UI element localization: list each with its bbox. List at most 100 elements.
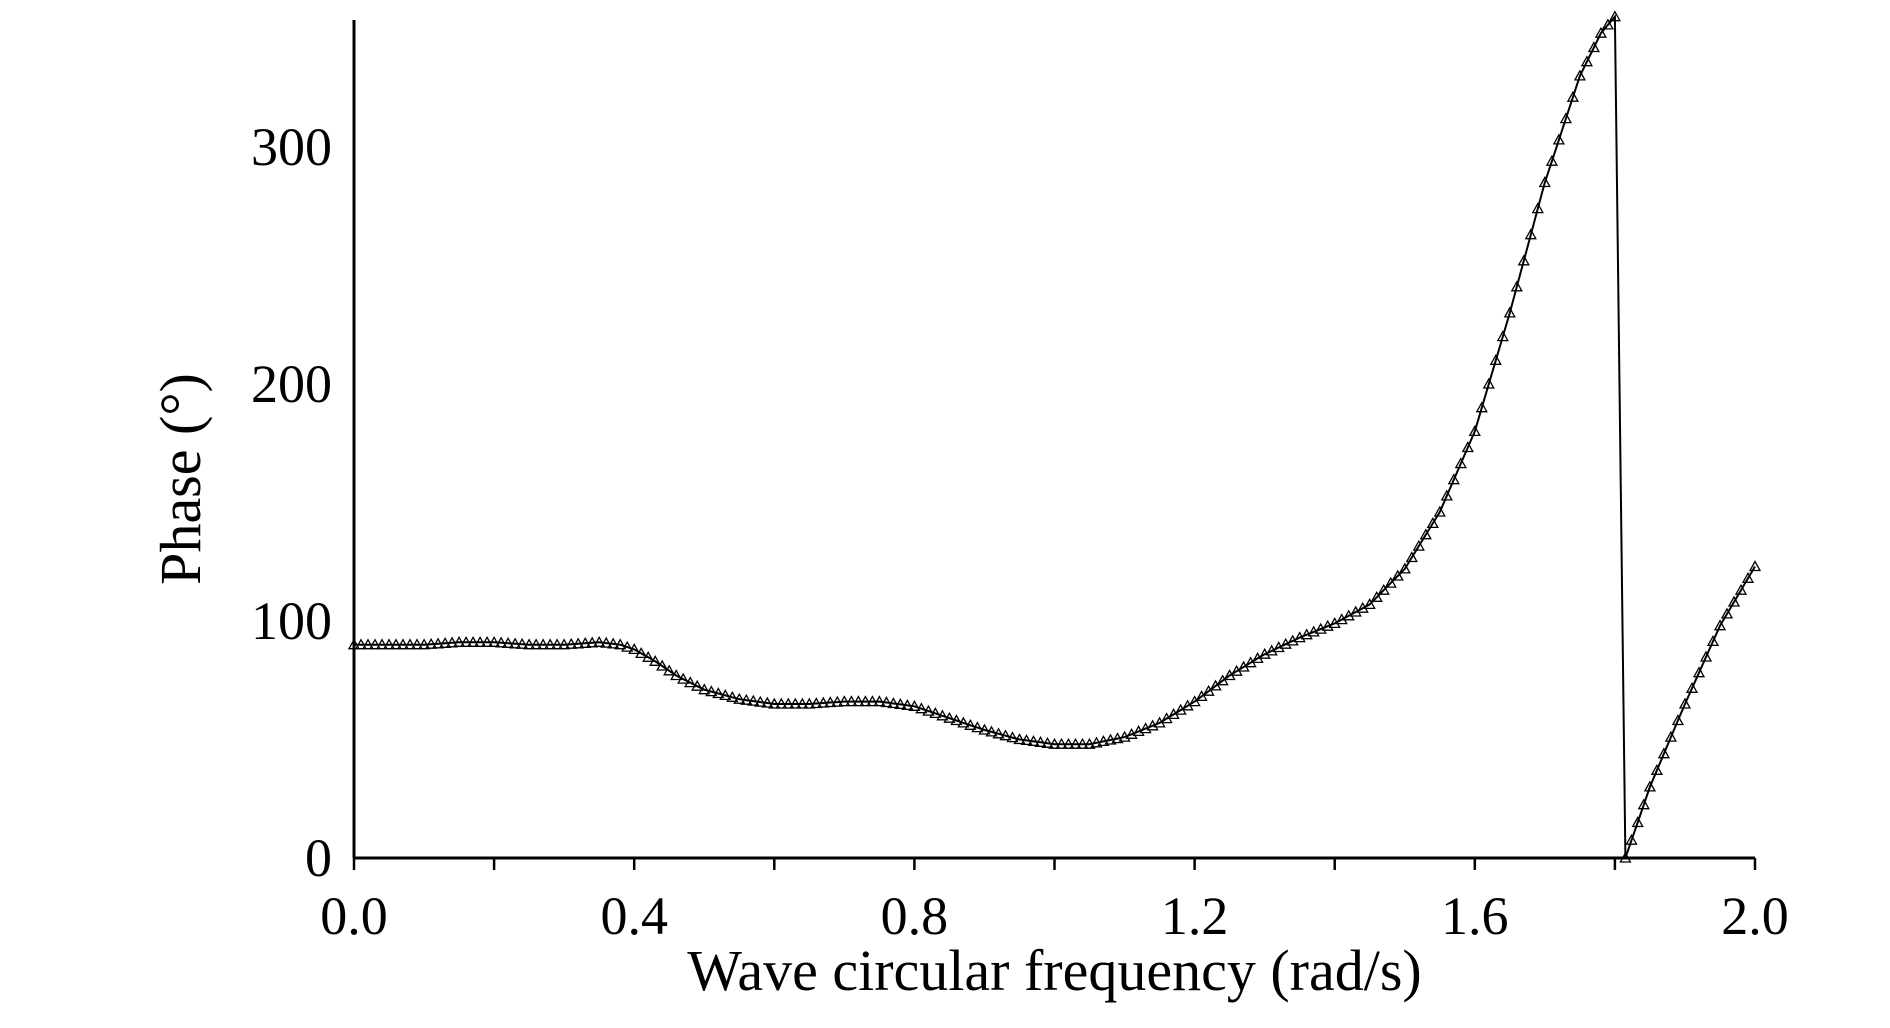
data-point <box>410 638 424 650</box>
data-point <box>845 695 858 707</box>
data-point <box>950 714 963 726</box>
y-tick-label: 100 <box>251 591 332 651</box>
y-tick-label: 0 <box>305 828 332 888</box>
data-point <box>1706 635 1720 647</box>
data-point <box>1650 763 1664 775</box>
data-point <box>1216 674 1229 686</box>
data-point <box>1363 598 1376 610</box>
data-point <box>768 697 781 709</box>
data-point <box>1034 735 1047 747</box>
data-point <box>1020 734 1033 746</box>
data-point <box>1573 69 1587 81</box>
data-point <box>473 635 487 647</box>
data-point <box>754 695 767 707</box>
data-point <box>1489 353 1502 365</box>
data-point <box>810 697 823 709</box>
data-point <box>424 637 438 649</box>
data-point <box>936 709 949 721</box>
data-point <box>1538 176 1551 188</box>
data-point <box>621 640 634 652</box>
y-tick-label: 200 <box>251 354 332 414</box>
data-point <box>1727 595 1741 607</box>
data-point <box>1601 18 1615 30</box>
data-point <box>1090 736 1103 748</box>
data-point <box>698 683 711 695</box>
data-point <box>368 638 382 650</box>
data-point <box>529 638 543 650</box>
data-point <box>431 637 445 649</box>
data-point <box>740 693 753 705</box>
data-point <box>1111 732 1124 744</box>
data-point <box>1559 112 1573 124</box>
data-point <box>1671 714 1685 726</box>
data-point <box>354 638 368 650</box>
data-point <box>789 697 802 709</box>
data-point <box>494 636 508 648</box>
data-point <box>1482 377 1495 389</box>
data-point <box>375 638 389 650</box>
data-point <box>670 669 683 681</box>
data-point <box>1531 202 1544 214</box>
data-point <box>656 659 669 671</box>
data-point <box>382 638 396 650</box>
data-point <box>782 697 795 709</box>
data-point <box>1510 280 1523 292</box>
data-point <box>796 697 809 709</box>
y-axis-title: Phase (°) <box>148 373 213 585</box>
data-point <box>1594 26 1608 38</box>
data-point <box>466 635 480 647</box>
data-point <box>922 704 935 716</box>
data-point <box>817 696 830 708</box>
y-ticks: 0 100 200 300 <box>251 117 332 888</box>
data-point <box>747 694 760 706</box>
data-point <box>1496 330 1509 342</box>
data-point <box>684 676 697 688</box>
data-point <box>859 695 872 707</box>
data-point <box>1545 154 1559 166</box>
data-point <box>1440 489 1453 501</box>
data-point <box>999 729 1012 741</box>
data-point <box>543 638 557 650</box>
data-point <box>565 637 578 649</box>
data-point <box>593 635 606 647</box>
data-point <box>635 647 648 659</box>
data-point <box>1377 583 1390 595</box>
x-tick-label: 0.0 <box>320 886 388 946</box>
data-point <box>712 687 725 699</box>
data-point <box>1699 650 1713 662</box>
data-point <box>1580 55 1594 67</box>
data-point <box>389 638 403 650</box>
data-point <box>1461 441 1474 453</box>
data-point <box>1720 607 1734 619</box>
data-point <box>1447 473 1460 485</box>
data-point <box>1076 737 1089 749</box>
data-point <box>1041 736 1054 748</box>
data-point <box>480 635 494 647</box>
data-point <box>614 638 627 650</box>
y-tick-label: 300 <box>251 117 332 177</box>
data-point <box>508 637 522 649</box>
data-point <box>642 650 655 662</box>
data-point <box>347 638 361 650</box>
x-tick-label: 1.6 <box>1441 886 1509 946</box>
x-axis-title: Wave circular frequency (rad/s) <box>687 938 1421 1003</box>
data-point <box>1468 425 1481 437</box>
data-point <box>649 654 662 666</box>
data-point <box>957 716 970 728</box>
data-point <box>600 636 613 648</box>
data-point <box>522 638 536 650</box>
data-point <box>1454 457 1467 469</box>
data-point <box>852 695 865 707</box>
data-point <box>445 636 459 648</box>
data-point <box>1475 401 1488 413</box>
data-point <box>824 696 837 708</box>
data-point <box>396 638 410 650</box>
data-point <box>873 695 886 707</box>
data-point <box>550 638 564 650</box>
data-point <box>1657 747 1671 759</box>
data-point <box>1637 798 1650 810</box>
data-point <box>1391 569 1404 581</box>
data-point <box>1713 619 1727 631</box>
data-point <box>726 690 739 702</box>
data-point <box>438 636 452 648</box>
